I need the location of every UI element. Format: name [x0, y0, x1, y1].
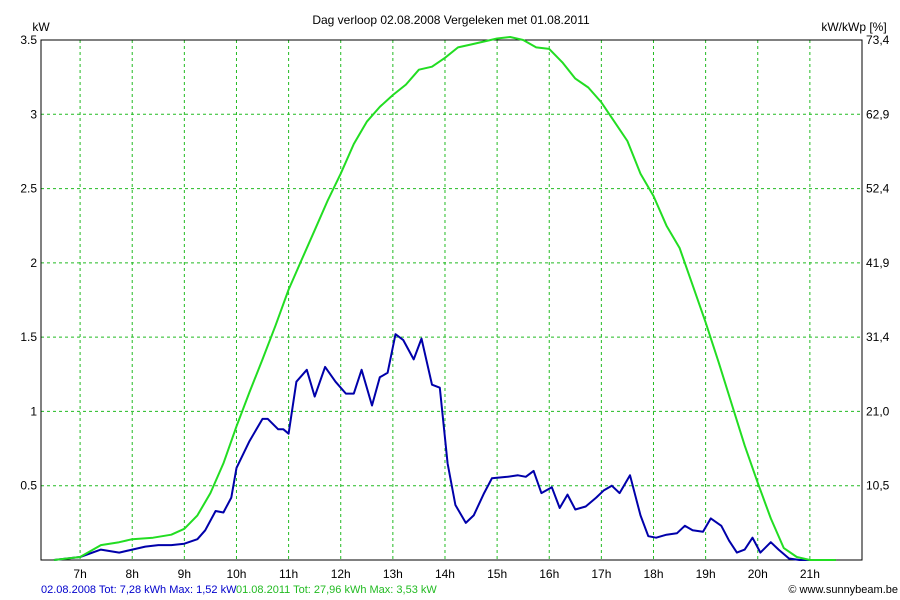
x-tick-label: 15h — [487, 567, 507, 581]
legend-2011: 01.08.2011 Tot: 27,96 kWh Max: 3,53 kW — [236, 584, 437, 596]
x-tick-label: 20h — [748, 567, 768, 581]
y-left-tick-label: 1 — [30, 404, 37, 418]
x-tick-label: 21h — [800, 567, 820, 581]
copyright-text: © www.sunnybeam.be — [788, 584, 898, 596]
y-left-tick-label: 1.5 — [20, 330, 37, 344]
y-right-tick-label: 31,4 — [866, 330, 890, 344]
right-axis-unit: kW/kWp [%] — [821, 20, 886, 34]
x-tick-label: 11h — [279, 567, 298, 581]
series-line-2008 — [53, 333, 821, 561]
x-tick-label: 19h — [696, 567, 716, 581]
x-tick-label: 18h — [643, 567, 663, 581]
x-tick-label: 17h — [591, 567, 611, 581]
x-tick-label: 9h — [178, 567, 191, 581]
x-tick-label: 16h — [539, 567, 559, 581]
y-right-tick-label: 52,4 — [866, 182, 890, 196]
x-tick-label: 13h — [383, 567, 403, 581]
x-tick-label: 8h — [126, 567, 139, 581]
x-tick-label: 10h — [226, 567, 246, 581]
y-right-tick-label: 10,5 — [866, 479, 890, 493]
legend-2008: 02.08.2008 Tot: 7,28 kWh Max: 1,52 kW — [41, 584, 237, 596]
grid-lines — [41, 39, 862, 560]
y-left-tick-label: 2 — [30, 256, 37, 270]
y-left-tick-label: 0.5 — [20, 479, 37, 493]
series-line-2011 — [53, 36, 836, 561]
axis-ticks: 7h 8h 9h 10h 11h 12h 13h 14h 15h 16h 17h 18h 19h 20h 2… — [20, 33, 889, 581]
y-right-tick-label: 41,9 — [866, 256, 890, 270]
x-tick-label: 7h — [73, 567, 86, 581]
y-right-tick-label: 62,9 — [866, 107, 890, 121]
y-left-tick-label: 3.5 — [20, 33, 37, 47]
chart-title: Dag verloop 02.08.2008 Vergeleken met 01… — [312, 13, 590, 27]
y-right-tick-label: 21,0 — [866, 404, 890, 418]
y-left-tick-label: 3 — [30, 107, 37, 121]
left-axis-unit: kW — [32, 20, 50, 34]
plot-frame — [40, 39, 863, 561]
series-lines — [53, 36, 836, 561]
x-tick-label: 14h — [435, 567, 455, 581]
y-left-tick-label: 2.5 — [20, 182, 37, 196]
x-tick-label: 12h — [331, 567, 351, 581]
y-right-tick-label: 73,4 — [866, 33, 890, 47]
